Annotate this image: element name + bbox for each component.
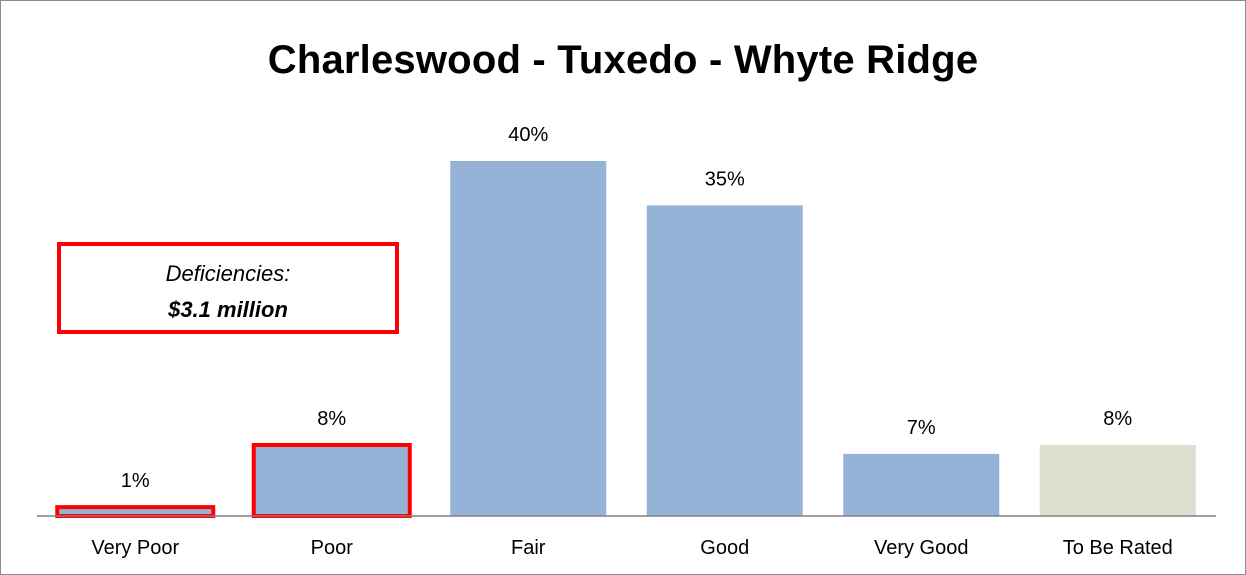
bar-very-good xyxy=(843,453,1000,516)
data-label-very-good: 7% xyxy=(907,417,936,439)
bar-poor xyxy=(253,445,410,516)
callout-label: Deficiencies: xyxy=(165,261,291,286)
category-label-very-poor: Very Poor xyxy=(91,537,179,559)
data-label-very-poor: 1% xyxy=(121,470,150,492)
bar-good xyxy=(646,205,803,516)
labels-layer: 1% Very Poor 8% Poor 40% Fair 35% Good 7% Very Go… xyxy=(91,124,1172,559)
data-label-to-be-rated: 8% xyxy=(1103,408,1132,430)
chart-title: Charleswood - Tuxedo - Whyte Ridge xyxy=(267,38,979,82)
category-label-very-good: Very Good xyxy=(874,537,969,559)
callout-value: $3.1 million xyxy=(168,297,288,322)
data-label-good: 35% xyxy=(705,168,745,190)
bar-very-poor xyxy=(57,507,214,516)
category-label-good: Good xyxy=(700,537,749,559)
data-label-fair: 40% xyxy=(508,124,548,146)
bar-to-be-rated xyxy=(1039,445,1196,516)
data-label-poor: 8% xyxy=(317,408,346,430)
category-label-poor: Poor xyxy=(311,537,354,559)
deficiencies-callout: Deficiencies: $3.1 million xyxy=(57,242,399,334)
bar-fair xyxy=(450,161,607,516)
category-label-to-be-rated: To Be Rated xyxy=(1063,537,1173,559)
category-label-fair: Fair xyxy=(511,537,546,559)
bars-layer xyxy=(55,161,1196,518)
